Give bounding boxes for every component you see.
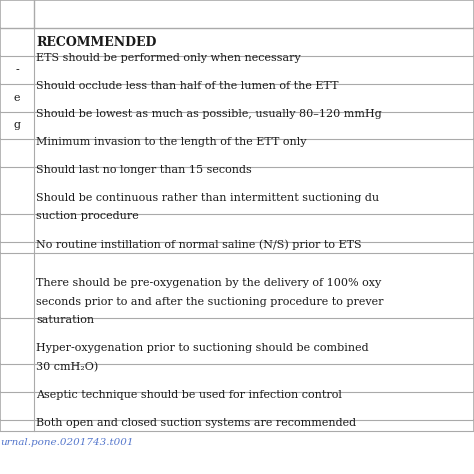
Text: Should last no longer than 15 seconds: Should last no longer than 15 seconds (36, 165, 252, 175)
Text: Aseptic technique should be used for infection control: Aseptic technique should be used for inf… (36, 390, 342, 400)
Text: suction procedure: suction procedure (36, 211, 139, 221)
Text: No routine instillation of normal saline (N/S) prior to ETS: No routine instillation of normal saline… (36, 239, 362, 250)
Text: Should occlude less than half of the lumen of the ETT: Should occlude less than half of the lum… (36, 81, 339, 91)
Text: Both open and closed suction systems are recommended: Both open and closed suction systems are… (36, 418, 356, 428)
Text: Should be lowest as much as possible, usually 80–120 mmHg: Should be lowest as much as possible, us… (36, 109, 382, 119)
Text: Minimum invasion to the length of the ETT only: Minimum invasion to the length of the ET… (36, 137, 307, 147)
Text: g: g (14, 120, 20, 130)
Text: seconds prior to and after the suctioning procedure to prever: seconds prior to and after the suctionin… (36, 297, 384, 307)
Text: ETS should be performed only when necessary: ETS should be performed only when necess… (36, 53, 301, 63)
Text: Should be continuous rather than intermittent suctioning du: Should be continuous rather than intermi… (36, 193, 380, 203)
Text: Hyper-oxygenation prior to suctioning should be combined: Hyper-oxygenation prior to suctioning sh… (36, 343, 373, 353)
Text: urnal.pone.0201743.t001: urnal.pone.0201743.t001 (0, 438, 134, 447)
Text: saturation: saturation (36, 315, 95, 326)
Text: -: - (15, 65, 19, 75)
Text: RECOMMENDED: RECOMMENDED (36, 36, 157, 49)
Text: e: e (14, 92, 20, 102)
Text: There should be pre-oxygenation by the delivery of 100% oxy: There should be pre-oxygenation by the d… (36, 278, 382, 288)
Text: 30 cmH₂O): 30 cmH₂O) (36, 362, 99, 372)
